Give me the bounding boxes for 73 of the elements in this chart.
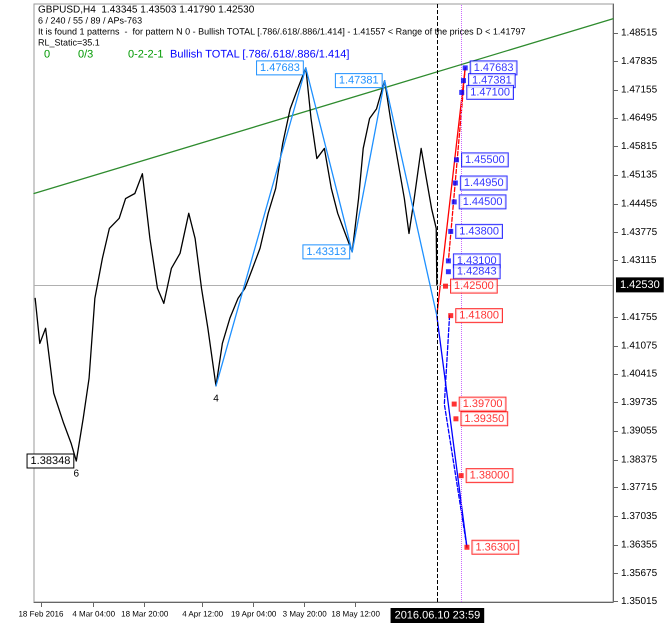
data-label: 1.41800: [459, 310, 499, 322]
y-tick-label: 1.35015: [621, 596, 658, 607]
annotation: It is found 1 patterns - for pattern N 0 - Bullish TOTAL [.786/.618/.886/1.414] - 1.41557 < Range of the prices D < 1.41797: [38, 26, 526, 36]
x-tick-label: 4 Mar 04:00: [72, 610, 116, 618]
y-tick-label: 1.41075: [621, 340, 658, 352]
data-label: 1.39350: [464, 412, 504, 425]
y-tick-label: 1.35675: [621, 568, 658, 580]
y-tick-label: 1.43775: [621, 226, 658, 238]
y-tick-label: 1.46495: [621, 112, 658, 124]
y-tick-label: 1.37035: [621, 510, 658, 522]
point: [454, 157, 460, 162]
data-label: 1.43800: [459, 225, 499, 238]
point: [462, 65, 468, 70]
x-tick-label: 3 May 20:00: [282, 610, 328, 618]
point: [464, 544, 470, 550]
point: [443, 284, 448, 289]
chart-title: GBPUSD,H4 1.43345 1.43503 1.41790 1.42530: [38, 4, 255, 16]
y-tick-label: 1.40415: [621, 368, 658, 380]
point: [453, 416, 458, 422]
y-tick-label: 1.37715: [621, 482, 658, 494]
ref-line-label: 2016.06.10 23:59: [394, 610, 480, 622]
y-tick-label: 1.47155: [621, 84, 658, 96]
data-label: 1.47683: [474, 62, 514, 74]
annotation: RL_Static=35.1: [38, 38, 100, 48]
point: [448, 313, 454, 318]
annotation: 6 / 240 / 55 / 89 / APs-763: [38, 16, 142, 26]
x-tick-label: 18 Mar 20:00: [121, 610, 169, 618]
annotation: Bullish TOTAL [.786/.618/.886/1.414]: [170, 48, 350, 60]
data-label: 1.43313: [306, 246, 346, 258]
y-tick-label: 1.39055: [621, 426, 658, 437]
y-tick-label: 1.43115: [621, 254, 657, 266]
data-label: 1.44500: [462, 196, 502, 208]
data-label: 1.42500: [454, 280, 494, 292]
y-tick-label: 1.41755: [621, 312, 658, 324]
point: [452, 180, 458, 186]
annotation: 4: [213, 393, 220, 404]
point: [446, 269, 451, 274]
x-tick-label: 4 Apr 12:00: [182, 610, 224, 618]
point: [460, 78, 466, 84]
data-label: 1.43100: [456, 254, 497, 267]
y-tick-label: 1.45815: [621, 141, 658, 152]
data-label: 1.36300: [475, 541, 516, 554]
y-tick-label: 1.45135: [621, 170, 658, 181]
y-tick-label: 1.48515: [621, 27, 658, 38]
point: [459, 90, 464, 95]
data-label: 1.38000: [470, 470, 510, 482]
data-label: 1.39700: [462, 398, 502, 410]
data-label: 1.45500: [465, 154, 505, 166]
y-tick-label: 1.39735: [621, 397, 658, 408]
point: [452, 402, 457, 407]
annotation: 0/3: [78, 48, 94, 60]
point: [448, 228, 454, 234]
data-label: 1.42843: [456, 266, 497, 278]
data-label: 1.38348: [30, 455, 70, 468]
data-label: 1.47381: [472, 74, 512, 87]
annotation: 0-2-2-1: [128, 48, 164, 60]
y-tick-label: 1.47835: [621, 56, 658, 67]
annotation: 6: [74, 468, 80, 480]
annotation: 0: [44, 48, 50, 60]
x-tick-label: 18 Feb 2016: [18, 610, 64, 618]
y-tick-label: 1.36355: [621, 539, 658, 550]
x-tick-label: 18 May 12:00: [331, 610, 380, 618]
point: [458, 473, 464, 478]
point: [446, 258, 451, 264]
data-label: 1.47381: [338, 74, 379, 87]
y-tick-label: 1.38375: [621, 454, 658, 466]
point: [452, 199, 457, 204]
data-label: 1.47100: [470, 86, 510, 98]
y-tick-label: 1.44455: [621, 198, 658, 210]
data-label: 1.44950: [464, 176, 504, 189]
x-tick-label: 19 Apr 04:00: [230, 610, 277, 618]
ref-line-label: 1.42530: [620, 278, 660, 291]
data-label: 1.47683: [260, 62, 300, 74]
